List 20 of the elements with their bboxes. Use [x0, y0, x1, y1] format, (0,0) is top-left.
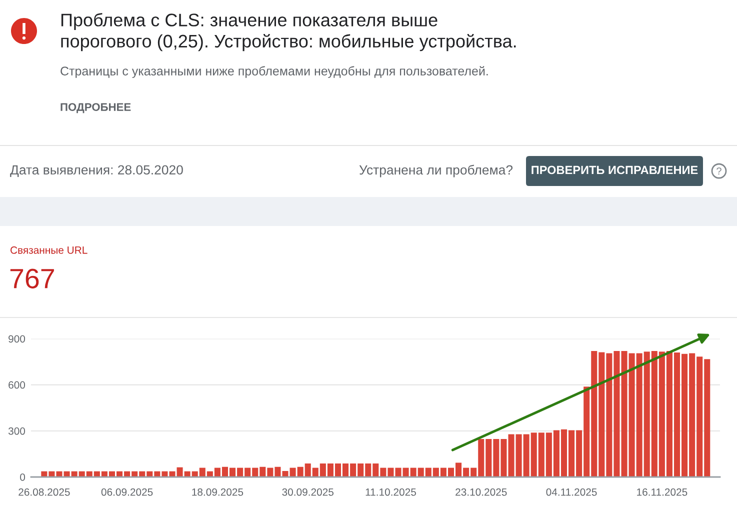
- text: ПРОВЕРИТЬ ИСПРАВЛЕНИЕ: [532, 166, 698, 174]
- x-tick-label: 18.09.2025: [192, 488, 244, 496]
- x-tick-label: 26.08.2025: [18, 488, 70, 496]
- y-tick-label: 600: [8, 381, 26, 389]
- y-tick-label: 900: [8, 335, 26, 343]
- x-tick-label: 16.11.2025: [637, 488, 688, 496]
- text: Устранена ли проблема?: [359, 164, 513, 178]
- y-tick-label: 300: [8, 427, 26, 435]
- x-tick-label: 04.11.2025: [546, 488, 597, 496]
- x-tick-label: 06.09.2025: [101, 488, 153, 496]
- chart-title: Проблема с CLS: значение показателя выше порогового (0,25). Устройство: мобильные устройства.: [61, 13, 516, 52]
- text: Связанные URL: [10, 246, 88, 254]
- chart-subtitle: Страницы с указанными ниже проблемами неудобны для пользователей.: [60, 66, 488, 78]
- y-tick-label: 0: [20, 474, 26, 481]
- text: ПОДРОБНЕЕ: [60, 103, 131, 114]
- text: Дата выявления: 28.05.2020: [10, 165, 183, 178]
- text: 767: [10, 268, 54, 288]
- x-tick-label: 30.09.2025: [282, 488, 334, 496]
- x-tick-label: 23.10.2025: [456, 488, 507, 496]
- x-tick-label: 11.10.2025: [366, 488, 416, 496]
